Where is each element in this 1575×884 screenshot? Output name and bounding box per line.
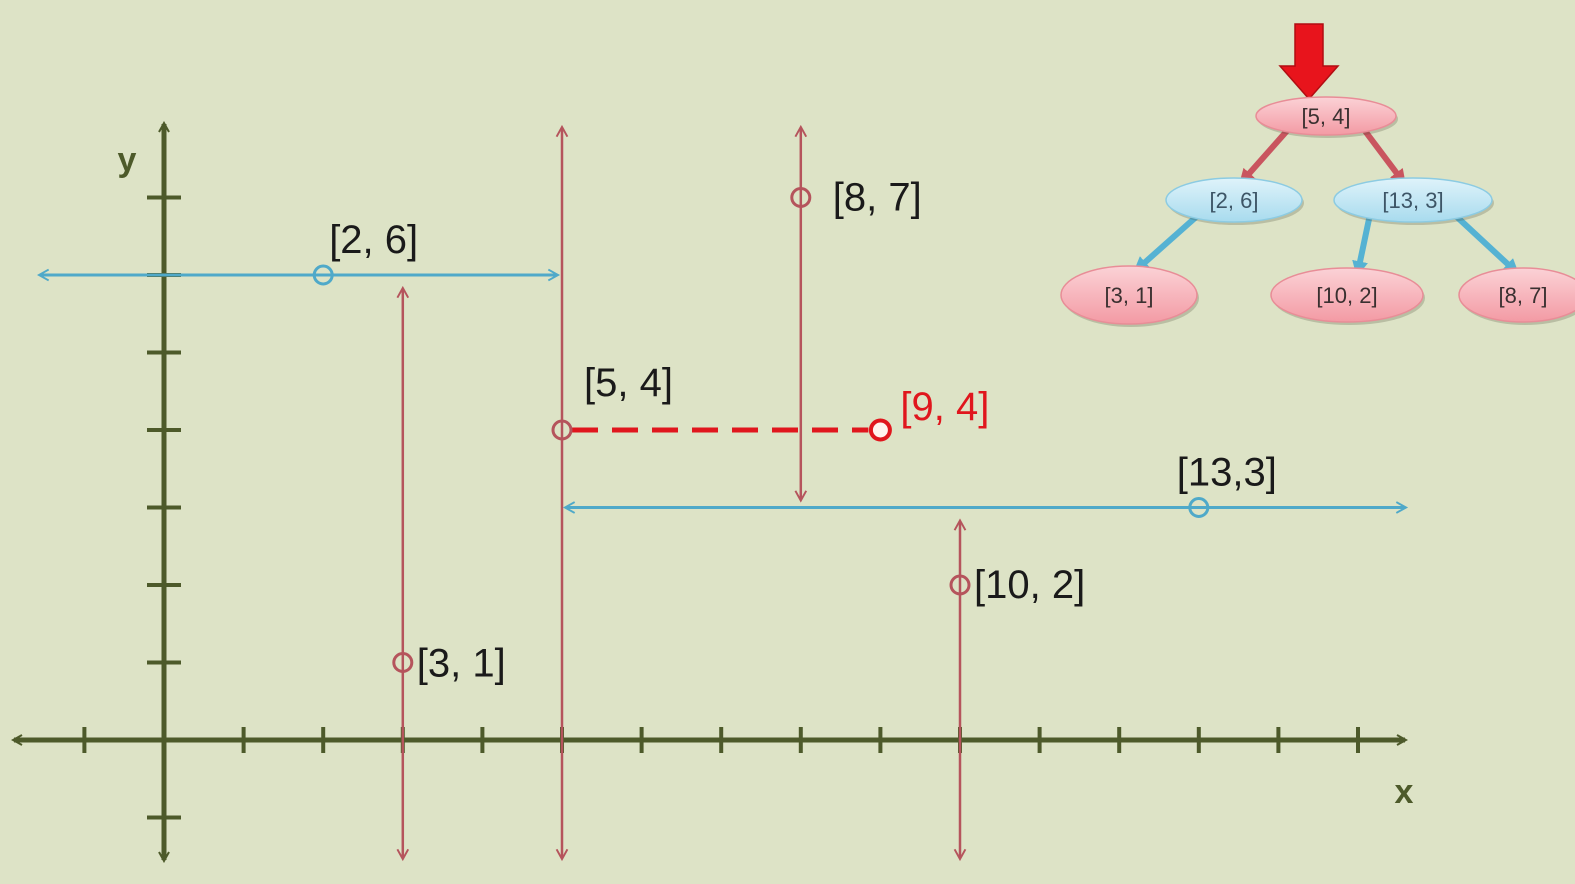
tree-node-label-n87: [8, 7] — [1499, 283, 1548, 308]
point-marker-p102 — [949, 574, 971, 596]
point-label-p133: [13,3] — [1177, 451, 1277, 495]
tree-edge-n54-n133 — [1362, 128, 1406, 186]
point-marker-p31 — [392, 652, 414, 673]
tree-node-label-n102: [10, 2] — [1316, 283, 1377, 308]
points: [5, 4] [2, 6] [3, 1] [13,3] [10, 2] [8, 7] [9,… — [312, 176, 1277, 686]
point-label-p26: [2, 6] — [329, 218, 418, 262]
tree-node-n31 — [1060, 265, 1198, 325]
split-lines — [36, 124, 1409, 862]
tree-node-n133 — [1333, 177, 1493, 223]
point-marker-p133 — [1188, 497, 1210, 518]
tree-node-n87 — [1458, 267, 1575, 323]
x-axis-label: x — [1395, 773, 1414, 811]
tree-node-n102 — [1270, 267, 1424, 323]
point-marker-p26 — [312, 264, 334, 286]
tree-node-label-n54: [5, 4] — [1302, 104, 1351, 129]
query-point-label: [9, 4] — [900, 385, 989, 429]
tree-node-n26 — [1165, 177, 1303, 223]
y-axis-label: y — [118, 141, 137, 179]
tree-node-label-n133: [13, 3] — [1382, 188, 1443, 213]
point-label-p31: [3, 1] — [417, 642, 506, 686]
red-down-arrow-icon — [1278, 23, 1340, 101]
tree-node-label-n31: [3, 1] — [1105, 283, 1154, 308]
tree-edge-n133-n87 — [1454, 214, 1520, 275]
tree-node-label-n26: [2, 6] — [1210, 188, 1259, 213]
kd-tree: [5, 4] [2, 6] [13, 3] [3, 1] [10, 2] [8, 7] — [1060, 23, 1575, 327]
point-label-p87: [8, 7] — [833, 176, 922, 220]
tree-node-n54 — [1255, 96, 1397, 136]
point-label-p102: [10, 2] — [974, 563, 1085, 607]
point-marker-p54 — [551, 419, 573, 441]
tree-edge-n26-n31 — [1133, 214, 1199, 273]
tree-edge-n54-n26 — [1238, 128, 1290, 186]
query-point-marker — [868, 418, 892, 442]
point-marker-p87 — [790, 187, 812, 208]
point-label-p54: [5, 4] — [584, 361, 673, 405]
tree-edge-n133-n102 — [1352, 215, 1373, 278]
